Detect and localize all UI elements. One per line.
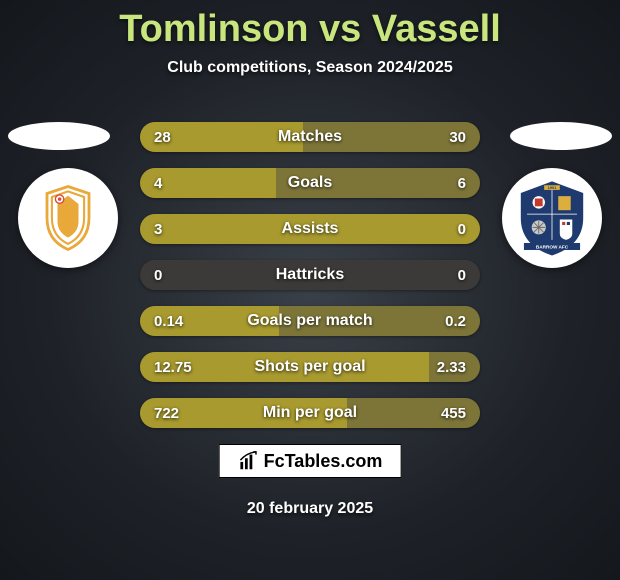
stat-row: 722Min per goal455 (140, 398, 480, 428)
stat-label: Hattricks (140, 260, 480, 290)
stat-label: Min per goal (140, 398, 480, 428)
stat-row: 0Hattricks0 (140, 260, 480, 290)
stat-label: Matches (140, 122, 480, 152)
stats-container: 28Matches304Goals63Assists00Hattricks00.… (140, 122, 480, 444)
player-avatar-right (510, 122, 612, 150)
stat-label: Goals (140, 168, 480, 198)
club-badge-right: BARROW AFC 1901 (502, 168, 602, 268)
club-crest-left-icon (33, 183, 103, 253)
stat-value-right: 0 (458, 214, 466, 244)
stat-value-right: 30 (449, 122, 466, 152)
club-badge-left (18, 168, 118, 268)
svg-text:1901: 1901 (548, 185, 557, 190)
player-avatar-left (8, 122, 110, 150)
stat-value-right: 0 (458, 260, 466, 290)
stat-label: Assists (140, 214, 480, 244)
stat-row: 4Goals6 (140, 168, 480, 198)
stat-label: Shots per goal (140, 352, 480, 382)
stat-value-right: 2.33 (437, 352, 466, 382)
footer-date: 20 february 2025 (0, 500, 620, 518)
fctables-logo-icon (238, 450, 260, 472)
page-subtitle: Club competitions, Season 2024/2025 (0, 59, 620, 77)
svg-text:BARROW AFC: BARROW AFC (536, 244, 569, 249)
stat-value-right: 455 (441, 398, 466, 428)
club-crest-right-icon: BARROW AFC 1901 (513, 179, 591, 257)
stat-value-right: 6 (458, 168, 466, 198)
stat-value-right: 0.2 (445, 306, 466, 336)
stat-row: 3Assists0 (140, 214, 480, 244)
watermark-text: FcTables.com (264, 451, 383, 472)
stat-row: 28Matches30 (140, 122, 480, 152)
stat-label: Goals per match (140, 306, 480, 336)
page-title: Tomlinson vs Vassell (0, 0, 620, 51)
watermark: FcTables.com (219, 444, 402, 478)
stat-row: 0.14Goals per match0.2 (140, 306, 480, 336)
stat-row: 12.75Shots per goal2.33 (140, 352, 480, 382)
